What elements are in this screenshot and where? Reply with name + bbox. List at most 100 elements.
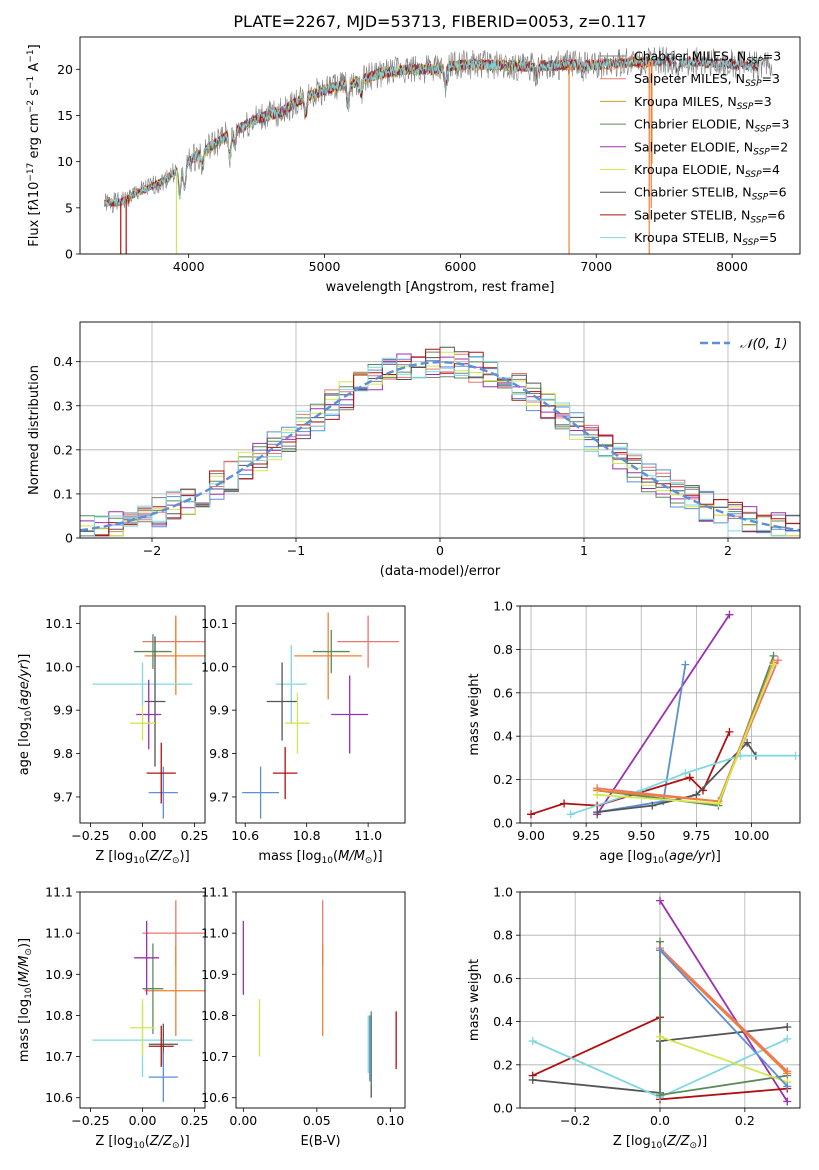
errorbar-point — [144, 616, 205, 695]
y-tick-label: 10.7 — [45, 1049, 73, 1064]
x-axis-label: E(B-V) — [300, 1134, 340, 1149]
y-tick-label: 9.8 — [209, 746, 229, 761]
weight-point-marker — [743, 738, 752, 747]
axes-frame — [235, 891, 406, 1109]
errorbar-point — [266, 662, 298, 741]
y-tick-label: 10.1 — [201, 616, 229, 631]
normal-curve — [80, 360, 800, 532]
weight-point-marker — [692, 790, 701, 799]
x-axis-label: mass [log10(M/M⊙)] — [258, 849, 382, 866]
x-tick-label: 2 — [724, 543, 732, 558]
errorbar-point — [294, 612, 362, 700]
errorbar-point — [275, 645, 307, 724]
errorbar-point — [134, 920, 160, 995]
y-tick-label: 0.2 — [493, 772, 513, 787]
y-tick-label: 10.0 — [201, 659, 229, 674]
errorbar-point — [130, 998, 155, 1057]
weight-point-marker — [593, 790, 602, 799]
errorbar-point — [146, 742, 176, 804]
y-tick-label: 9.8 — [53, 746, 73, 761]
errorbar-point — [144, 636, 166, 767]
errorbar-point — [331, 675, 369, 754]
errorbar-point — [134, 634, 172, 669]
errorbar-point — [312, 629, 350, 674]
weight-point-marker — [656, 1032, 664, 1041]
plot-area-weight_vs_Z — [528, 896, 792, 1106]
legend-label: Chabrier STELIB, NSSP=6 — [634, 185, 787, 203]
weight-point-marker — [783, 1097, 792, 1106]
y-tick-label: 9.7 — [53, 789, 73, 804]
y-tick-label: 10.8 — [201, 1008, 229, 1023]
weight-point-marker — [714, 799, 723, 808]
plot-area-spectrum — [104, 46, 774, 254]
weight-series-line — [597, 659, 779, 803]
axes-weight_vs_Z: −0.2 0.0 0.2 0.0 0.2 0.4 0.6 0.8 1.0 Z [log10(Z/Z… — [467, 885, 801, 1151]
x-axis-label: age [log10(age/yr)] — [599, 849, 721, 866]
x-tick-label: 10.8 — [293, 828, 321, 843]
x-tick-label: 11.0 — [354, 828, 382, 843]
x-tick-label: 0 — [436, 543, 444, 558]
weight-point-marker — [783, 1082, 792, 1091]
y-tick-label: 10.6 — [45, 1090, 73, 1105]
x-axis-label: wavelength [Angstrom, rest frame] — [326, 280, 555, 295]
y-tick-label: 9.7 — [209, 789, 229, 804]
weight-point-marker — [773, 656, 782, 665]
spectrum-series-line — [104, 46, 774, 214]
x-tick-label: 5000 — [309, 259, 341, 274]
y-tick-label: 0.4 — [493, 729, 513, 744]
weight-point-marker — [783, 1069, 792, 1078]
y-axis-label: Normed distribution — [27, 365, 42, 495]
x-axis-label: Z [log10(Z/Z⊙)] — [95, 849, 189, 866]
errorbar-point — [144, 945, 205, 1036]
y-tick-label: 11.0 — [45, 926, 73, 941]
weight-point-marker — [648, 801, 657, 810]
y-tick-label: 0.0 — [493, 1101, 513, 1116]
x-tick-label: 7000 — [580, 259, 612, 274]
y-tick-label: 11.0 — [201, 926, 229, 941]
x-tick-label: 9.75 — [682, 828, 710, 843]
legend-label: Salpeter MILES, NSSP=3 — [634, 71, 780, 89]
weight-point-marker — [725, 727, 734, 736]
weight-point-marker — [681, 769, 690, 778]
plot-area-age_vs_Z — [92, 615, 205, 819]
spectrum-series-line — [104, 58, 570, 207]
x-tick-label: 0.25 — [181, 1113, 209, 1128]
histogram-step-line — [80, 356, 800, 537]
x-tick-label: 0.00 — [229, 1113, 257, 1128]
weight-point-marker — [656, 946, 664, 955]
legend-label: Chabrier ELODIE, NSSP=3 — [634, 117, 789, 135]
y-tick-label: 5 — [65, 200, 73, 215]
y-tick-label: 0.4 — [493, 1014, 513, 1029]
axes-frame — [235, 605, 406, 824]
y-tick-label: 1.0 — [493, 885, 513, 900]
plot-area-weight_vs_age — [527, 610, 800, 819]
weight-series-line — [530, 731, 731, 816]
errorbar-point — [148, 1025, 174, 1067]
errorbar-point — [148, 766, 178, 819]
y-tick-label: 10.8 — [45, 1008, 73, 1023]
weight-point-marker — [681, 660, 690, 669]
weight-point-marker — [783, 1034, 792, 1043]
y-axis-label: Flux [fλ10−17 erg cm−2 s−1 A−1] — [26, 44, 42, 246]
weight-point-marker — [566, 810, 575, 819]
weight-series-line — [659, 900, 789, 1102]
axes-residuals: −2 −1 0 1 2 0 0.1 0.2 0.3 0.4 (data-model)/error No… — [27, 321, 801, 579]
weight-point-marker — [560, 799, 569, 808]
axes-frame — [79, 36, 801, 255]
x-tick-label: 9.50 — [627, 828, 655, 843]
weight-point-marker — [685, 773, 694, 782]
plot-area-mass_vs_Z — [92, 900, 205, 1102]
y-axis-label: mass weight — [467, 959, 482, 1041]
x-tick-label: −0.25 — [71, 828, 109, 843]
x-tick-label: −0.25 — [71, 1113, 109, 1128]
errorbar-point — [242, 766, 280, 819]
axes-weight_vs_age: 9.00 9.25 9.50 9.75 10.00 0.0 0.2 0.4 0.6 0.8 1.0 a… — [467, 599, 801, 866]
x-tick-label: 0.10 — [376, 1113, 404, 1128]
legend-label: Salpeter STELIB, NSSP=6 — [634, 207, 785, 225]
y-tick-label: 0.6 — [493, 685, 513, 700]
axes-frame — [519, 605, 801, 824]
errorbar-point — [337, 615, 399, 668]
y-tick-label: 0 — [65, 531, 73, 546]
axes-spectrum: 4000 5000 6000 7000 8000 0 5 10 15 20 wavelength [… — [26, 36, 801, 295]
